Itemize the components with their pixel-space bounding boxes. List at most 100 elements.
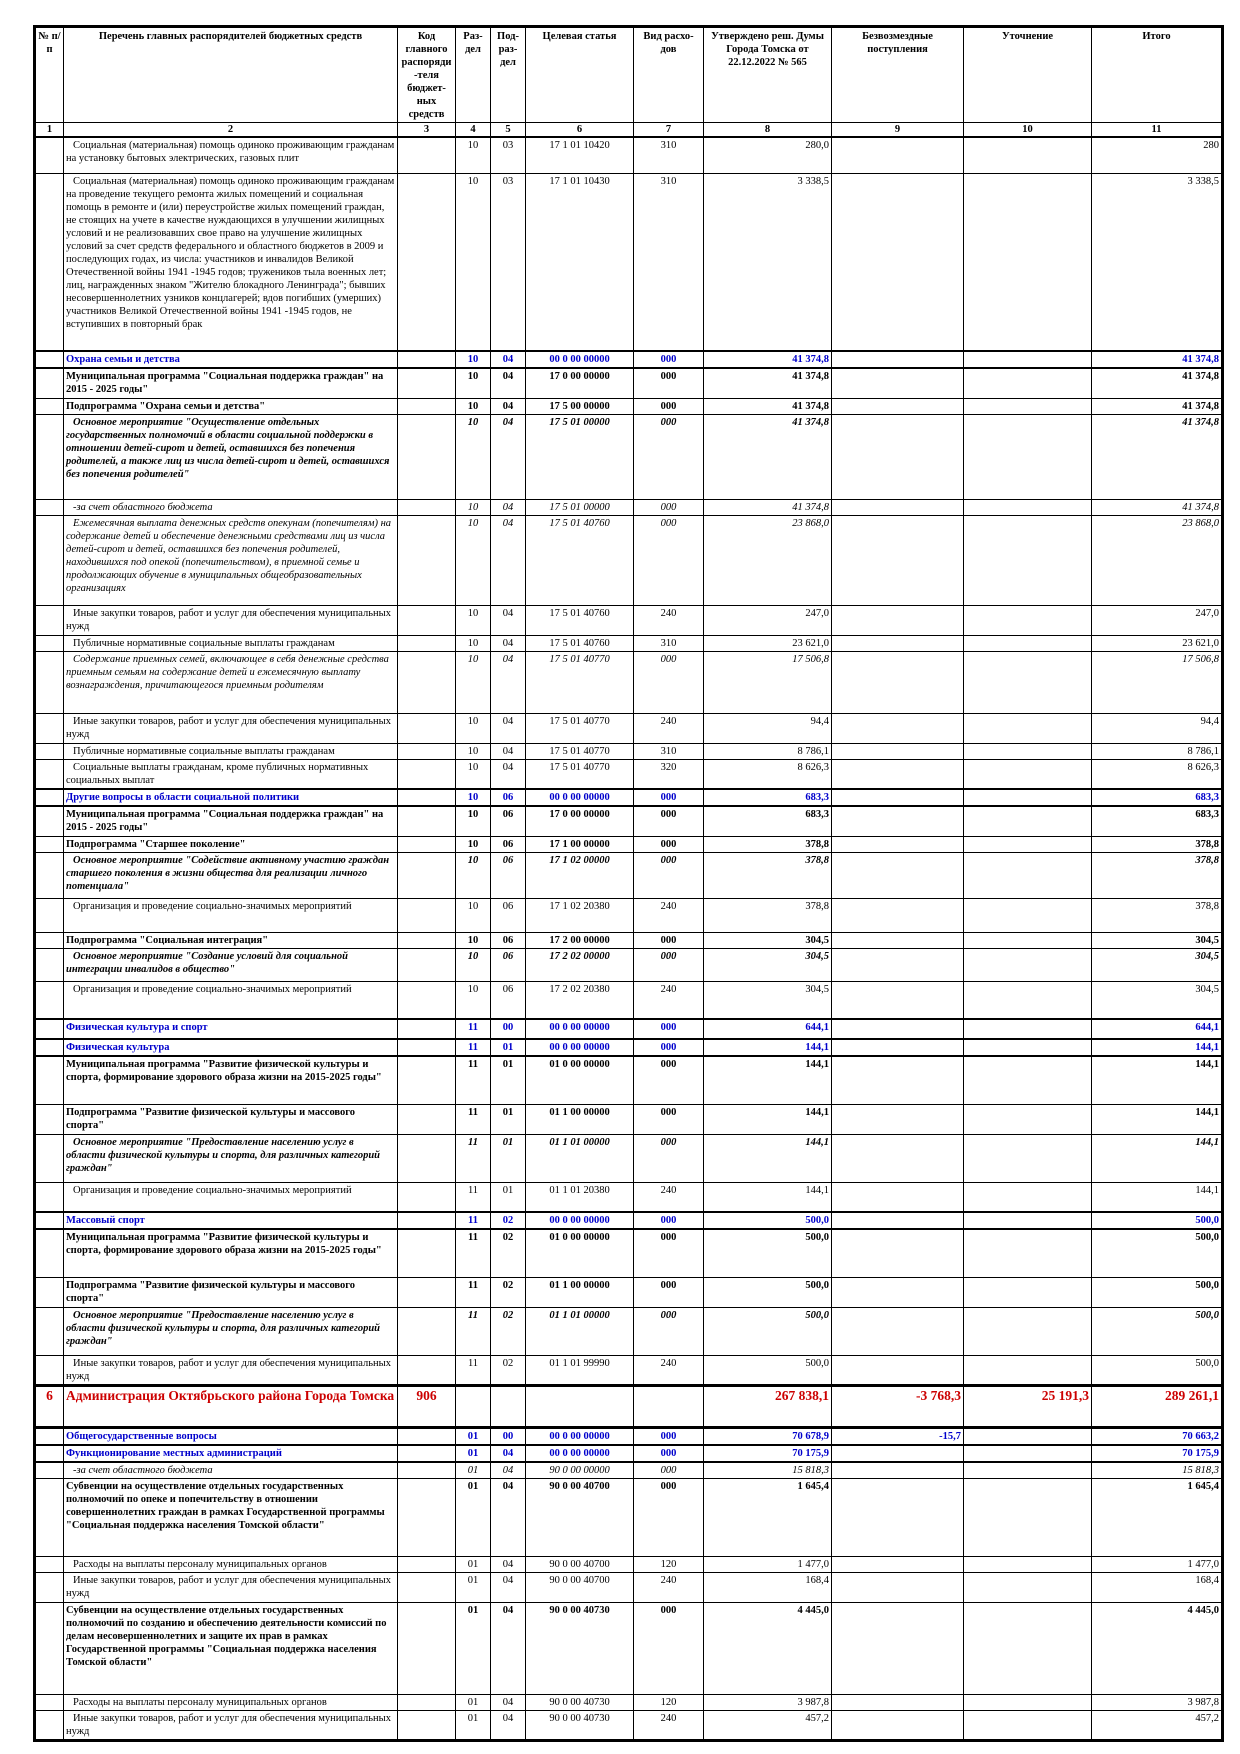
- cell-razdel: 10: [455, 947, 491, 982]
- cell-adjustment: [963, 835, 1092, 853]
- cell-expense-type: 000: [633, 350, 704, 370]
- cell-item-name: Основное мероприятие "Содействие активно…: [63, 851, 398, 899]
- cell-target-article: 90 0 00 40730: [525, 1709, 634, 1741]
- cell-approved-amount: 304,5: [703, 947, 832, 982]
- cell-adjustment: [963, 1018, 1092, 1041]
- cell-row-number: [34, 397, 64, 415]
- cell-gratuitous-receipts: [831, 1018, 964, 1041]
- cell-expense-type: 240: [633, 1181, 704, 1213]
- cell-razdel: 10: [455, 805, 491, 837]
- cell-podrazdel: 06: [490, 931, 526, 949]
- cell-gratuitous-receipts: [831, 1601, 964, 1695]
- cell-target-article: 01 1 01 20380: [525, 1181, 634, 1213]
- cell-approved-amount: 144,1: [703, 1103, 832, 1135]
- cell-row-number: [34, 805, 64, 837]
- cell-target-article: 90 0 00 40730: [525, 1693, 634, 1711]
- cell-expense-type: 240: [633, 712, 704, 744]
- table-row: Организация и проведение социально-значи…: [34, 897, 1223, 933]
- cell-adjustment: [963, 1354, 1092, 1386]
- cell-approved-amount: 144,1: [703, 1181, 832, 1213]
- cell-total: 500,0: [1091, 1306, 1223, 1356]
- cell-row-number: [34, 1211, 64, 1231]
- cell-podrazdel: 06: [490, 835, 526, 853]
- cell-row-number: [34, 367, 64, 399]
- cell-gratuitous-receipts: [831, 1306, 964, 1356]
- table-row: Ежемесячная выплата денежных средств опе…: [34, 514, 1223, 606]
- cell-razdel: 10: [455, 897, 491, 933]
- cell-target-article: 90 0 00 40700: [525, 1571, 634, 1603]
- table-row: Социальные выплаты гражданам, кроме публ…: [34, 758, 1223, 790]
- cell-target-article: 01 1 00 00000: [525, 1103, 634, 1135]
- cell-row-number: 6: [34, 1383, 64, 1429]
- cell-item-name: Расходы на выплаты персоналу муниципальн…: [63, 1555, 398, 1573]
- cell-razdel: 10: [455, 634, 491, 652]
- cell-razdel: [455, 1383, 491, 1429]
- cell-target-article: 90 0 00 40730: [525, 1601, 634, 1695]
- cell-razdel: 10: [455, 604, 491, 636]
- cell-razdel: 10: [455, 498, 491, 516]
- cell-row-number: [34, 835, 64, 853]
- cell-grbs-code: [397, 1228, 456, 1278]
- cell-target-article: [525, 1383, 634, 1429]
- column-number: 4: [455, 122, 491, 139]
- cell-expense-type: 000: [633, 1426, 704, 1446]
- cell-row-number: [34, 136, 64, 174]
- cell-expense-type: 240: [633, 1354, 704, 1386]
- cell-grbs-code: [397, 1555, 456, 1573]
- table-row: Публичные нормативные социальные выплаты…: [34, 742, 1223, 760]
- cell-target-article: 17 2 00 00000: [525, 931, 634, 949]
- column-number: 3: [397, 122, 456, 139]
- cell-razdel: 01: [455, 1443, 491, 1463]
- cell-target-article: 01 0 00 00000: [525, 1228, 634, 1278]
- cell-gratuitous-receipts: [831, 712, 964, 744]
- cell-podrazdel: 04: [490, 604, 526, 636]
- cell-item-name: Муниципальная программа "Развитие физиче…: [63, 1055, 398, 1105]
- cell-adjustment: [963, 1443, 1092, 1463]
- cell-approved-amount: 8 626,3: [703, 758, 832, 790]
- cell-item-name: -за счет областного бюджета: [63, 498, 398, 516]
- cell-razdel: 01: [455, 1571, 491, 1603]
- cell-podrazdel: 02: [490, 1276, 526, 1308]
- cell-podrazdel: 00: [490, 1426, 526, 1446]
- table-row: Подпрограмма "Развитие физической культу…: [34, 1276, 1223, 1308]
- table-row: Функционирование местных администраций 01…: [34, 1443, 1223, 1463]
- cell-item-name: Субвенции на осуществление отдельных гос…: [63, 1601, 398, 1695]
- column-number: 5: [490, 122, 526, 139]
- table-row: Содержание приемных семей, включающее в …: [34, 650, 1223, 714]
- cell-podrazdel: 04: [490, 367, 526, 399]
- cell-target-article: 17 5 01 40770: [525, 758, 634, 790]
- table-row: Муниципальная программа "Развитие физиче…: [34, 1055, 1223, 1105]
- cell-total: 3 338,5: [1091, 172, 1223, 352]
- cell-total: 500,0: [1091, 1211, 1223, 1231]
- cell-item-name: Иные закупки товаров, работ и услуг для …: [63, 1709, 398, 1741]
- column-header: Безвозмездные поступления: [831, 25, 964, 124]
- table-row: Физическая культура и спорт 11 00 00 0 00 0…: [34, 1018, 1223, 1041]
- cell-gratuitous-receipts: [831, 1477, 964, 1557]
- cell-razdel: 11: [455, 1018, 491, 1041]
- cell-grbs-code: [397, 980, 456, 1020]
- cell-target-article: 17 2 02 00000: [525, 947, 634, 982]
- column-header: Под-раз-дел: [490, 25, 526, 124]
- cell-row-number: [34, 1461, 64, 1479]
- cell-grbs-code: [397, 1443, 456, 1463]
- cell-grbs-code: [397, 1477, 456, 1557]
- cell-podrazdel: 04: [490, 1461, 526, 1479]
- cell-expense-type: 310: [633, 742, 704, 760]
- cell-approved-amount: 500,0: [703, 1354, 832, 1386]
- cell-expense-type: 000: [633, 498, 704, 516]
- cell-expense-type: 000: [633, 367, 704, 399]
- cell-podrazdel: 04: [490, 758, 526, 790]
- cell-item-name: -за счет областного бюджета: [63, 1461, 398, 1479]
- cell-expense-type: 240: [633, 604, 704, 636]
- cell-grbs-code: [397, 1211, 456, 1231]
- cell-total: 500,0: [1091, 1276, 1223, 1308]
- cell-grbs-code: [397, 172, 456, 352]
- cell-approved-amount: 378,8: [703, 835, 832, 853]
- cell-gratuitous-receipts: [831, 1211, 964, 1231]
- cell-row-number: [34, 1038, 64, 1058]
- cell-grbs-code: [397, 1693, 456, 1711]
- cell-adjustment: [963, 1555, 1092, 1573]
- cell-row-number: [34, 1426, 64, 1446]
- cell-total: 500,0: [1091, 1354, 1223, 1386]
- cell-razdel: 10: [455, 367, 491, 399]
